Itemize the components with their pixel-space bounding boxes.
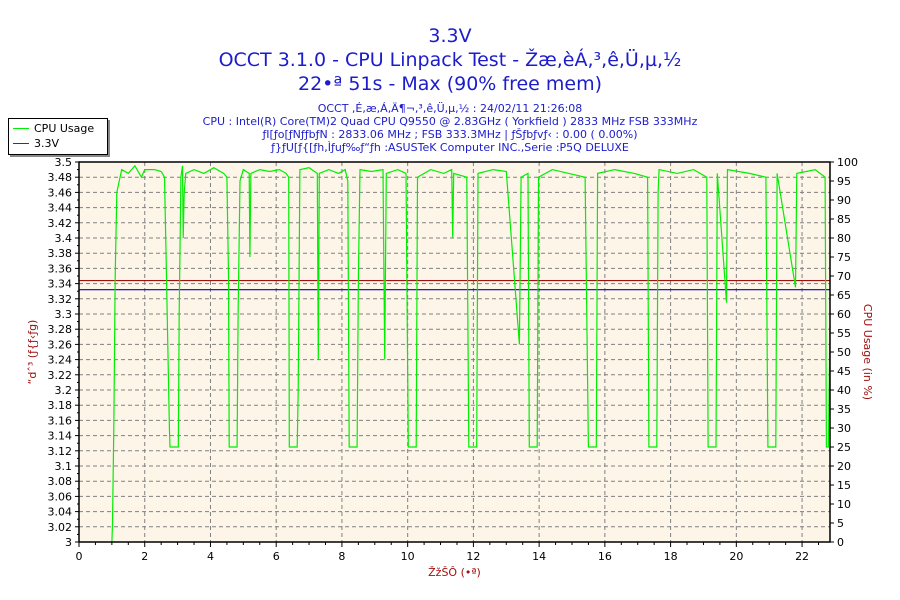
x-tick-label: 16 xyxy=(598,550,612,563)
x-tick-label: 18 xyxy=(664,550,678,563)
y-tick-label: 3.34 xyxy=(48,278,73,291)
legend-label-cpu: CPU Usage xyxy=(34,122,95,135)
y2-tick-label: 80 xyxy=(837,232,851,245)
x-axis-label: ŽžŠÔ (•ª) xyxy=(428,566,481,579)
y2-tick-label: 70 xyxy=(837,270,851,283)
y-tick-label: 3.02 xyxy=(48,521,73,534)
info-line-clock: ƒI[ƒo[ƒNƒƒbƒN : 2833.06 MHz ; FSB 333.3M… xyxy=(262,128,638,141)
y-tick-label: 3.26 xyxy=(48,338,73,351)
x-tick-label: 12 xyxy=(466,550,480,563)
y2-tick-label: 90 xyxy=(837,194,851,207)
x-tick-label: 22 xyxy=(795,550,809,563)
y-tick-label: 3.12 xyxy=(48,445,73,458)
y-tick-label: 3.22 xyxy=(48,369,73,382)
plot-frame xyxy=(78,161,831,543)
y2-tick-label: 85 xyxy=(837,213,851,226)
y-tick-label: 3.38 xyxy=(48,247,73,260)
y-tick-label: 3.04 xyxy=(48,506,73,519)
y2-tick-label: 25 xyxy=(837,441,851,454)
y-tick-label: 3.08 xyxy=(48,475,73,488)
x-tick-label: 10 xyxy=(401,550,415,563)
y-tick-label: 3.36 xyxy=(48,262,73,275)
y2-tick-label: 0 xyxy=(837,536,844,549)
chart-subtitle: OCCT 3.1.0 - CPU Linpack Test - Žæ,èÁ,³,… xyxy=(218,49,682,71)
y2-tick-label: 15 xyxy=(837,479,851,492)
legend-item-cpu: CPU Usage xyxy=(13,121,107,136)
info-line-board: ƒ}ƒU[ƒ{[ƒh,Ìƒuƒ‰ƒ“ƒh :ASUSTeK Computer I… xyxy=(271,141,629,154)
y2-tick-label: 20 xyxy=(837,460,851,473)
legend-item-volt: 3.3V xyxy=(13,136,107,151)
legend: CPU Usage 3.3V xyxy=(8,118,108,155)
y-tick-label: 3 xyxy=(65,536,72,549)
legend-swatch-volt xyxy=(13,143,29,144)
y2-tick-label: 45 xyxy=(837,365,851,378)
x-tick-label: 6 xyxy=(273,550,280,563)
y2-tick-label: 75 xyxy=(837,251,851,264)
legend-swatch-cpu xyxy=(13,128,29,129)
y-tick-label: 3.16 xyxy=(48,414,73,427)
y-tick-label: 3.3 xyxy=(55,308,73,321)
y-tick-label: 3.2 xyxy=(55,384,73,397)
plot-area xyxy=(79,162,830,542)
x-tick-label: 4 xyxy=(207,550,214,563)
y-tick-label: 3.24 xyxy=(48,354,73,367)
x-tick-label: 8 xyxy=(338,550,345,563)
y2-tick-label: 40 xyxy=(837,384,851,397)
info-line-cpu: CPU : Intel(R) Core(TM)2 Quad CPU Q9550 … xyxy=(202,115,698,128)
y2-tick-label: 60 xyxy=(837,308,851,321)
y-tick-label: 3.1 xyxy=(55,460,73,473)
y2-tick-label: 65 xyxy=(837,289,851,302)
y2-tick-label: 55 xyxy=(837,327,851,340)
y2-tick-label: 100 xyxy=(837,156,858,169)
y-axis-label: “dˆ³ (ƒ{ƒ‹ƒg) xyxy=(26,320,39,385)
y-tick-label: 3.5 xyxy=(55,156,73,169)
series-line-cpu-usage xyxy=(111,164,831,543)
y-tick-label: 3.28 xyxy=(48,323,73,336)
chart-duration: 22•ª 51s - Max (90% free mem) xyxy=(297,73,602,95)
x-tick-label: 20 xyxy=(729,550,743,563)
y2-tick-label: 10 xyxy=(837,498,851,511)
info-line-date: OCCT ,É,æ,Á,Ä¶¬,³,ê,Ü,µ,½ : 24/02/11 21:… xyxy=(317,102,583,115)
y-tick-label: 3.42 xyxy=(48,217,73,230)
y-tick-label: 3.32 xyxy=(48,293,73,306)
y2-tick-label: 5 xyxy=(837,517,844,530)
y-tick-label: 3.4 xyxy=(55,232,73,245)
chart-title: 3.3V xyxy=(428,25,472,47)
y2-tick-label: 50 xyxy=(837,346,851,359)
y2-tick-label: 95 xyxy=(837,175,851,188)
x-tick-label: 0 xyxy=(76,550,83,563)
x-tick-label: 14 xyxy=(532,550,546,563)
y-tick-label: 3.14 xyxy=(48,430,73,443)
y2-tick-label: 30 xyxy=(837,422,851,435)
y-tick-label: 3.44 xyxy=(48,202,73,215)
y-tick-label: 3.48 xyxy=(48,171,73,184)
y-tick-label: 3.46 xyxy=(48,186,73,199)
x-tick-label: 2 xyxy=(141,550,148,563)
y-tick-label: 3.06 xyxy=(48,490,73,503)
y-tick-label: 3.18 xyxy=(48,399,73,412)
y2-tick-label: 35 xyxy=(837,403,851,416)
legend-label-volt: 3.3V xyxy=(34,137,60,150)
y2-axis-label: CPU Usage (in %) xyxy=(861,304,874,400)
